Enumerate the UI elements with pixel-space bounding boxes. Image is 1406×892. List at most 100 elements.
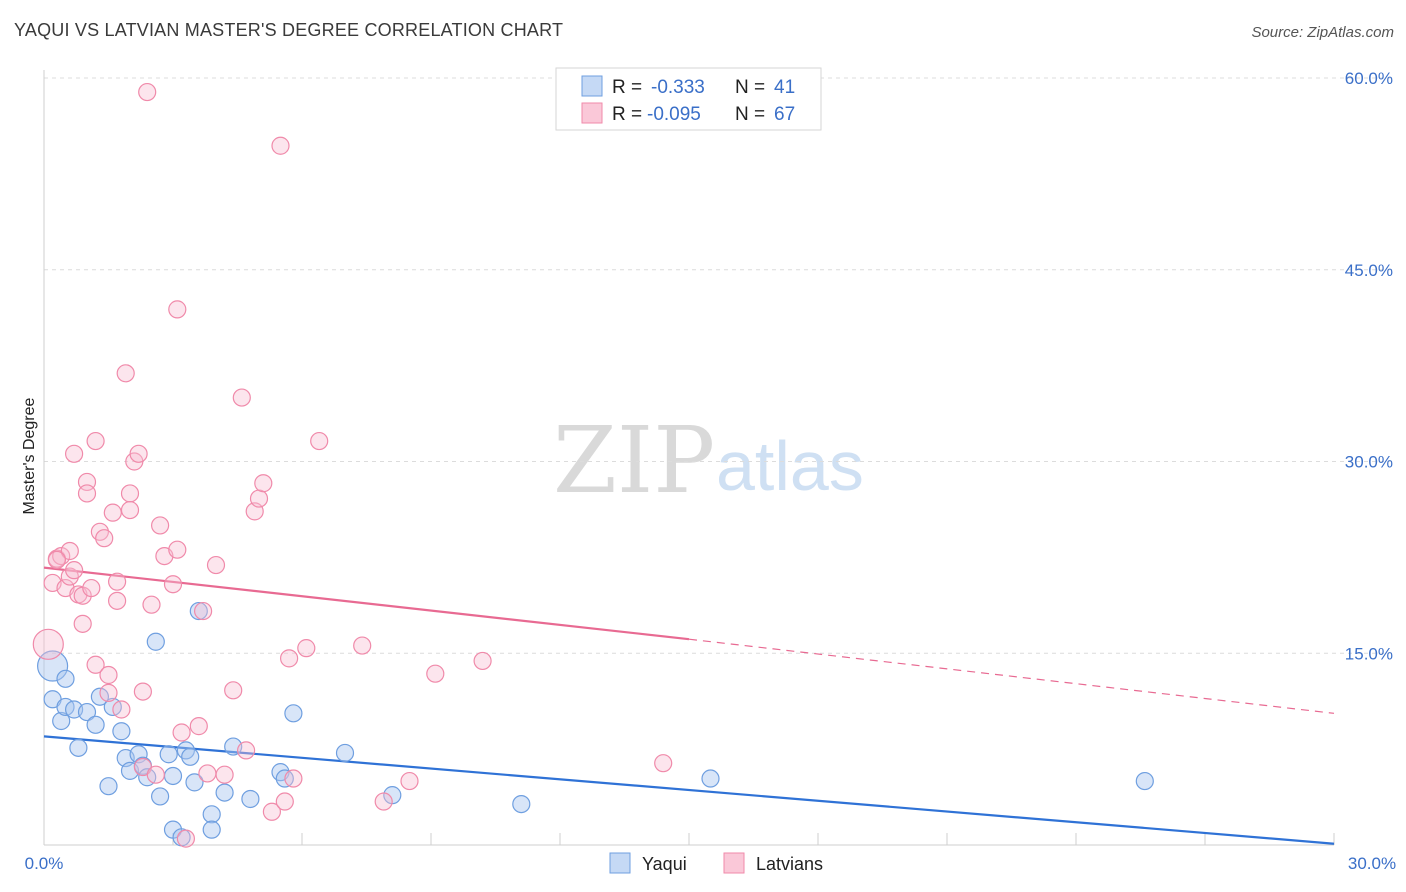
legend-n-value: 67 bbox=[774, 104, 795, 125]
point-latvians bbox=[129, 444, 148, 463]
y-axis-title: Master's Degree bbox=[21, 397, 38, 514]
point-latvians bbox=[280, 649, 299, 668]
point-yaqui bbox=[77, 702, 97, 722]
series-legend: Yaqui Latvians bbox=[609, 852, 823, 874]
chart-title: YAQUI VS LATVIAN MASTER'S DEGREE CORRELA… bbox=[14, 20, 564, 40]
source-label: Source: ZipAtlas.com bbox=[1251, 24, 1394, 41]
point-yaqui bbox=[284, 704, 303, 723]
y-tick-label: 60.0% bbox=[1345, 69, 1393, 88]
point-latvians bbox=[73, 614, 92, 633]
point-latvians bbox=[426, 664, 445, 683]
trendlines bbox=[43, 566, 1335, 845]
point-latvians bbox=[163, 575, 183, 594]
bottom-legend-swatch-yaqui bbox=[609, 852, 631, 874]
legend-r-label: R = bbox=[612, 104, 642, 125]
point-yaqui bbox=[146, 632, 165, 651]
point-yaqui bbox=[112, 722, 131, 741]
legend-r-label: R = bbox=[612, 77, 642, 98]
trendline-latvians bbox=[43, 566, 690, 641]
point-yaqui bbox=[185, 773, 204, 792]
point-latvians bbox=[151, 516, 170, 535]
point-latvians bbox=[232, 388, 251, 407]
y-tick-label: 15.0% bbox=[1345, 644, 1393, 663]
legend-swatch-latvians bbox=[581, 102, 603, 124]
point-latvians bbox=[120, 484, 140, 503]
point-yaqui bbox=[163, 766, 183, 786]
point-yaqui bbox=[1135, 771, 1154, 791]
point-yaqui bbox=[56, 669, 75, 688]
point-yaqui bbox=[181, 747, 200, 766]
x-tick-label-max: 30.0% bbox=[1348, 854, 1396, 873]
point-latvians bbox=[400, 771, 419, 791]
point-latvians bbox=[168, 540, 187, 559]
point-latvians bbox=[310, 431, 329, 451]
point-latvians bbox=[297, 639, 316, 658]
point-latvians bbox=[194, 601, 213, 621]
point-latvians bbox=[237, 741, 256, 760]
point-latvians bbox=[654, 754, 673, 773]
point-yaqui bbox=[159, 745, 178, 764]
point-yaqui bbox=[335, 743, 355, 763]
point-latvians bbox=[138, 82, 157, 102]
point-latvians bbox=[198, 764, 217, 783]
point-latvians bbox=[86, 431, 105, 451]
point-yaqui bbox=[241, 789, 260, 809]
point-latvians bbox=[215, 765, 234, 784]
point-latvians bbox=[172, 723, 191, 742]
point-latvians bbox=[99, 683, 118, 702]
point-latvians bbox=[189, 717, 208, 736]
point-latvians bbox=[284, 769, 303, 788]
y-tick-label: 30.0% bbox=[1345, 453, 1393, 472]
point-latvians bbox=[271, 136, 290, 155]
point-latvians bbox=[107, 591, 127, 610]
point-latvians bbox=[168, 300, 187, 319]
data-points bbox=[32, 82, 1154, 848]
legend-n-label: N = bbox=[735, 77, 765, 98]
point-latvians bbox=[64, 444, 84, 463]
watermark-atlas: atlas bbox=[716, 427, 864, 505]
point-yaqui bbox=[86, 715, 105, 734]
point-latvians bbox=[120, 500, 140, 520]
point-yaqui bbox=[189, 601, 208, 621]
point-latvians bbox=[374, 792, 393, 811]
bottom-legend-yaqui: Yaqui bbox=[642, 854, 687, 874]
legend-n-label: N = bbox=[735, 104, 765, 125]
bottom-legend-latvians: Latvians bbox=[756, 854, 823, 874]
point-latvians bbox=[47, 550, 67, 570]
point-latvians bbox=[262, 802, 281, 821]
point-yaqui bbox=[99, 777, 118, 796]
point-latvians bbox=[77, 484, 97, 503]
point-latvians bbox=[176, 829, 195, 848]
trendline-latvians bbox=[688, 638, 1335, 714]
point-latvians bbox=[146, 765, 165, 784]
point-latvians bbox=[249, 489, 269, 508]
point-latvians bbox=[473, 651, 492, 671]
point-latvians bbox=[275, 792, 294, 811]
point-yaqui bbox=[151, 787, 170, 806]
x-ticks bbox=[43, 833, 1335, 845]
point-yaqui bbox=[69, 738, 88, 757]
x-tick-label-min: 0.0% bbox=[25, 854, 64, 873]
bottom-legend-swatch-latvians bbox=[723, 852, 745, 874]
gridlines bbox=[44, 77, 1392, 654]
point-latvians bbox=[112, 700, 131, 719]
point-latvians bbox=[86, 655, 105, 674]
point-yaqui bbox=[512, 794, 531, 814]
point-latvians bbox=[353, 636, 372, 655]
legend-n-value: 41 bbox=[774, 77, 795, 98]
point-latvians bbox=[95, 529, 114, 548]
point-latvians bbox=[116, 364, 135, 383]
point-latvians bbox=[103, 503, 122, 522]
y-tick-label: 45.0% bbox=[1345, 261, 1393, 280]
legend-r-value: -0.095 bbox=[647, 104, 701, 125]
stats-legend: R = -0.333 N = 41 R = -0.095 N = 67 bbox=[555, 67, 822, 131]
point-latvians bbox=[32, 628, 64, 660]
point-latvians bbox=[60, 541, 79, 561]
point-yaqui bbox=[202, 805, 221, 824]
legend-swatch-yaqui bbox=[581, 75, 603, 97]
watermark-zip: ZIP bbox=[553, 407, 715, 514]
y-tick-labels: 15.0% 30.0% 45.0% 60.0% bbox=[1345, 69, 1393, 663]
point-yaqui bbox=[52, 711, 71, 731]
legend-r-value: -0.333 bbox=[651, 77, 705, 98]
